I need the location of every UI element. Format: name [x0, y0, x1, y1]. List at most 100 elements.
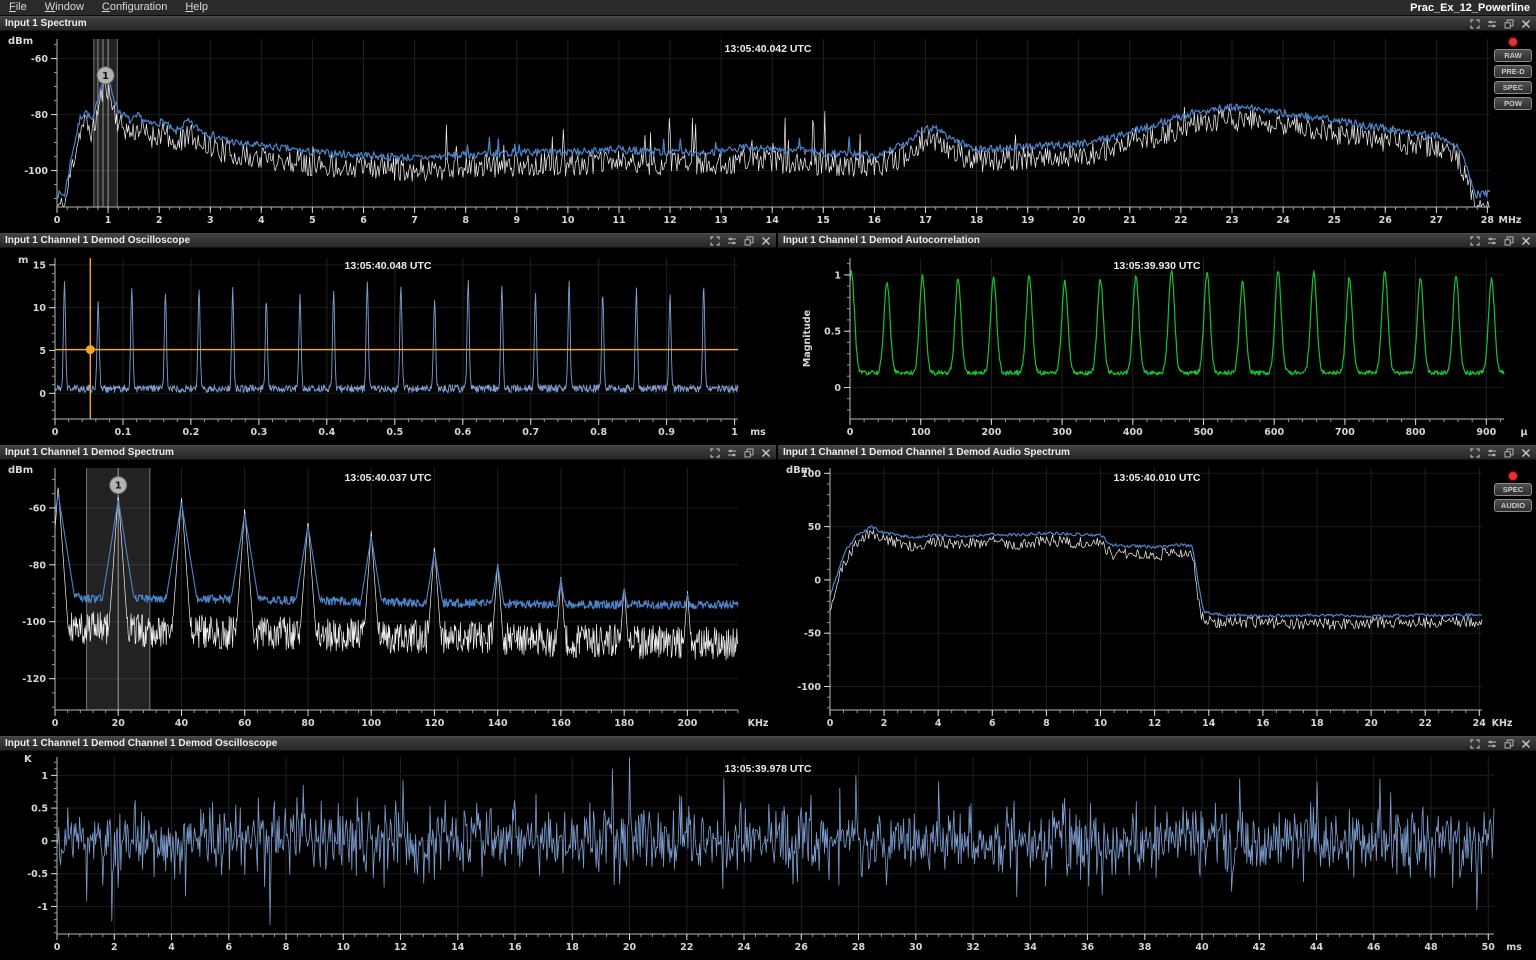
- svg-text:600: 600: [1264, 427, 1284, 438]
- svg-text:20: 20: [1072, 215, 1086, 226]
- settings-icon[interactable]: [1487, 448, 1497, 458]
- svg-text:19: 19: [1021, 215, 1034, 226]
- popout-icon[interactable]: [744, 236, 754, 246]
- audio-button[interactable]: AUDIO: [1494, 499, 1532, 512]
- popout-icon[interactable]: [1504, 19, 1514, 29]
- close-icon[interactable]: [761, 236, 771, 246]
- svg-text:4: 4: [258, 215, 265, 226]
- svg-text:6: 6: [360, 215, 367, 226]
- svg-text:16: 16: [508, 942, 522, 953]
- svg-text:μ: μ: [1521, 427, 1528, 438]
- close-icon[interactable]: [1521, 19, 1531, 29]
- panel-demod-spectrum: Input 1 Channel 1 Demod Spectrum 1020406…: [0, 445, 776, 736]
- pow-button[interactable]: POW: [1494, 97, 1532, 110]
- svg-text:dBm: dBm: [8, 465, 33, 476]
- svg-text:-100: -100: [24, 166, 48, 177]
- settings-icon[interactable]: [727, 448, 737, 458]
- svg-text:m: m: [18, 255, 28, 266]
- pre-d-button[interactable]: PRE-D: [1494, 65, 1532, 78]
- panel-title: Input 1 Channel 1 Demod Channel 1 Demod …: [5, 738, 277, 749]
- svg-text:KHz: KHz: [748, 718, 769, 729]
- svg-text:ms: ms: [1506, 942, 1522, 953]
- svg-text:24: 24: [737, 942, 751, 953]
- popout-icon[interactable]: [1504, 739, 1514, 749]
- panel-header: Input 1 Channel 1 Demod Spectrum: [0, 445, 776, 460]
- svg-text:-80: -80: [29, 560, 47, 571]
- demod-autocorrelation-plot[interactable]: 0100200300400500600700800900μ00.51Magnit…: [778, 248, 1536, 445]
- svg-text:10: 10: [1094, 718, 1108, 729]
- svg-text:2: 2: [881, 718, 888, 729]
- svg-text:9: 9: [513, 215, 520, 226]
- svg-text:15: 15: [817, 215, 830, 226]
- menu-configuration[interactable]: Configuration: [93, 0, 176, 15]
- maximize-icon[interactable]: [1470, 739, 1480, 749]
- settings-icon[interactable]: [727, 236, 737, 246]
- svg-text:3: 3: [207, 215, 214, 226]
- svg-text:26: 26: [1379, 215, 1393, 226]
- svg-text:0: 0: [814, 575, 821, 586]
- svg-text:1: 1: [105, 215, 112, 226]
- svg-text:100: 100: [911, 427, 931, 438]
- input1-spectrum-plot[interactable]: 1012345678910111213141516171819202122232…: [0, 31, 1536, 233]
- svg-text:20: 20: [112, 718, 126, 729]
- maximize-icon[interactable]: [710, 448, 720, 458]
- settings-icon[interactable]: [1487, 236, 1497, 246]
- svg-text:48: 48: [1424, 942, 1438, 953]
- svg-text:-100: -100: [797, 682, 821, 693]
- svg-text:28: 28: [852, 942, 866, 953]
- settings-icon[interactable]: [1487, 19, 1497, 29]
- svg-text:0.1: 0.1: [115, 427, 132, 438]
- svg-text:140: 140: [488, 718, 508, 729]
- record-indicator: [1509, 38, 1517, 46]
- svg-text:0: 0: [847, 427, 854, 438]
- svg-text:700: 700: [1335, 427, 1355, 438]
- demod-spectrum-plot[interactable]: 1020406080100120140160180200KHz-60-80-10…: [0, 460, 776, 736]
- svg-text:7: 7: [411, 215, 418, 226]
- svg-text:0: 0: [827, 718, 834, 729]
- svg-text:6: 6: [989, 718, 996, 729]
- raw-button[interactable]: RAW: [1494, 49, 1532, 62]
- svg-text:14: 14: [766, 215, 780, 226]
- menu-help[interactable]: Help: [176, 0, 217, 15]
- svg-text:14: 14: [451, 942, 465, 953]
- audio-oscilloscope-plot[interactable]: 0246810121416182022242628303234363840424…: [0, 751, 1536, 960]
- maximize-icon[interactable]: [1470, 19, 1480, 29]
- svg-text:0.4: 0.4: [318, 427, 335, 438]
- svg-text:900: 900: [1476, 427, 1496, 438]
- svg-text:dBm: dBm: [786, 465, 811, 476]
- svg-text:11: 11: [612, 215, 625, 226]
- svg-text:18: 18: [1310, 718, 1324, 729]
- panel-audio-spectrum: Input 1 Channel 1 Demod Channel 1 Demod …: [778, 445, 1536, 736]
- close-icon[interactable]: [1521, 236, 1531, 246]
- popout-icon[interactable]: [1504, 448, 1514, 458]
- svg-text:0.5: 0.5: [31, 804, 48, 815]
- menu-file[interactable]: File: [0, 0, 36, 15]
- svg-text:1: 1: [41, 771, 48, 782]
- close-icon[interactable]: [761, 448, 771, 458]
- settings-icon[interactable]: [1487, 739, 1497, 749]
- svg-text:40: 40: [175, 718, 189, 729]
- audio-spectrum-plot[interactable]: 024681012141618202224KHz100500-50-100dBm: [778, 460, 1536, 736]
- maximize-icon[interactable]: [1470, 236, 1480, 246]
- popout-icon[interactable]: [744, 448, 754, 458]
- spec-button[interactable]: SPEC: [1494, 81, 1532, 94]
- svg-text:27: 27: [1430, 215, 1443, 226]
- demod-oscilloscope-plot[interactable]: 00.10.20.30.40.50.60.70.80.91ms051015m: [0, 248, 776, 445]
- svg-text:0.2: 0.2: [182, 427, 199, 438]
- close-icon[interactable]: [1521, 448, 1531, 458]
- maximize-icon[interactable]: [1470, 448, 1480, 458]
- menu-bar: File Window Configuration Help Prac_Ex_1…: [0, 0, 1536, 16]
- svg-text:10: 10: [561, 215, 575, 226]
- menu-window[interactable]: Window: [36, 0, 93, 15]
- maximize-icon[interactable]: [710, 236, 720, 246]
- panel-title: Input 1 Spectrum: [5, 18, 87, 29]
- svg-text:38: 38: [1138, 942, 1152, 953]
- svg-text:0: 0: [54, 215, 61, 226]
- close-icon[interactable]: [1521, 739, 1531, 749]
- popout-icon[interactable]: [1504, 236, 1514, 246]
- svg-text:18: 18: [970, 215, 984, 226]
- svg-text:6: 6: [225, 942, 232, 953]
- spec-button[interactable]: SPEC: [1494, 483, 1532, 496]
- svg-text:MHz: MHz: [1499, 215, 1522, 226]
- svg-text:21: 21: [1123, 215, 1136, 226]
